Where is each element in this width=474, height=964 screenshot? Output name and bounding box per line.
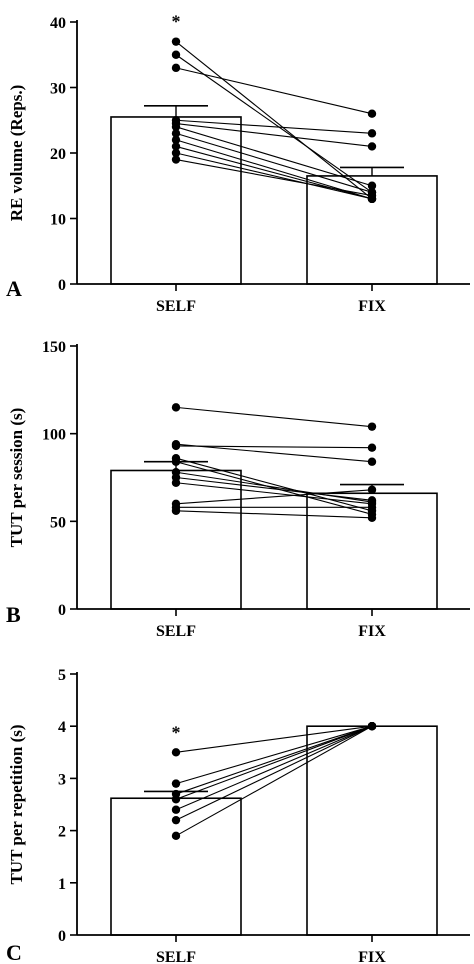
panel-letter: C — [6, 940, 22, 964]
data-point-fix — [367, 513, 377, 523]
y-tick-label: 4 — [58, 719, 66, 736]
y-axis-title: RE volume (Reps.) — [7, 85, 26, 221]
data-point-self — [171, 129, 181, 138]
subject-line — [175, 406, 373, 428]
subject-line — [175, 476, 373, 501]
data-point-fix — [367, 485, 377, 494]
subject-line — [175, 54, 373, 193]
y-tick-label: 3 — [58, 771, 66, 788]
data-point-self — [171, 506, 181, 516]
subject-line — [175, 725, 373, 837]
subject-line — [175, 482, 373, 505]
subject-line — [175, 725, 373, 811]
subject-line — [175, 489, 373, 505]
data-point-self — [171, 815, 181, 825]
data-point-fix — [367, 503, 377, 512]
data-point-self — [171, 135, 181, 145]
y-tick-label: 150 — [42, 339, 66, 356]
x-tick-label: SELF — [156, 949, 196, 964]
subject-line — [175, 41, 373, 200]
x-tick-label: FIX — [358, 949, 386, 964]
subject-line — [175, 126, 373, 187]
y-tick-label: 30 — [50, 81, 66, 98]
data-point-self — [171, 831, 181, 841]
y-tick-label: 20 — [50, 146, 66, 163]
data-point-self — [171, 148, 181, 158]
subject-line — [175, 152, 373, 200]
x-tick-label: SELF — [156, 623, 196, 640]
y-tick-label: 0 — [58, 928, 66, 945]
data-point-self — [171, 37, 181, 46]
panel-letter: A — [6, 276, 22, 301]
data-point-fix — [367, 142, 377, 151]
data-point-self — [171, 478, 181, 487]
subject-line — [175, 132, 373, 193]
subject-line — [175, 725, 373, 800]
data-point-self — [171, 142, 181, 151]
panel-a: 0 10 20 30 40 SELF FIX RE volume (Reps.) A * — [6, 12, 470, 315]
data-point-self — [171, 122, 181, 131]
y-tick-label: 50 — [50, 514, 66, 531]
subject-line — [175, 122, 373, 147]
y-tick-label: 1 — [58, 876, 66, 893]
subject-line — [175, 445, 373, 449]
x-tick-label: FIX — [358, 298, 386, 315]
data-point-self — [171, 441, 181, 451]
subject-line — [175, 119, 373, 134]
data-point-fix — [367, 109, 377, 118]
bar-fix — [306, 725, 438, 936]
subject-line — [175, 725, 373, 753]
y-axis-title: TUT per session (s) — [7, 408, 26, 548]
y-tick-label: 2 — [58, 824, 66, 841]
data-point-fix — [367, 722, 377, 731]
data-point-self — [171, 805, 181, 814]
subject-line — [175, 725, 373, 821]
y-axis-title: TUT per repetition (s) — [7, 724, 26, 884]
data-point-self — [171, 50, 181, 59]
subject-line — [175, 67, 373, 115]
data-point-self — [171, 748, 181, 757]
subject-line — [175, 471, 373, 503]
data-point-fix — [367, 129, 377, 138]
subject-line — [175, 443, 373, 463]
y-tick-label: 5 — [58, 667, 66, 684]
data-point-self — [171, 457, 181, 466]
subject-line — [175, 725, 373, 785]
x-tick-label: FIX — [358, 623, 386, 640]
subject-line — [175, 457, 373, 512]
panel-letter: B — [6, 602, 21, 627]
y-tick-label: 0 — [58, 277, 66, 294]
data-point-fix — [367, 181, 377, 190]
panel-b: 0 50 100 150 SELF FIX TUT per session (s) B — [6, 339, 470, 640]
data-point-self — [171, 779, 181, 788]
data-point-fix — [367, 422, 377, 431]
data-point-self — [171, 795, 181, 804]
subject-line — [175, 510, 373, 519]
data-point-fix — [367, 457, 377, 466]
subject-line — [175, 159, 373, 197]
significance-marker: * — [172, 12, 181, 32]
y-tick-label: 0 — [58, 602, 66, 619]
data-point-fix — [367, 443, 377, 452]
data-point-self — [171, 155, 181, 164]
y-tick-label: 100 — [42, 427, 66, 444]
significance-marker: * — [172, 722, 181, 742]
y-tick-label: 40 — [50, 15, 66, 32]
data-point-fix — [367, 191, 377, 200]
data-point-self — [171, 403, 181, 412]
panel-c: 0 1 2 3 4 5 SELF FIX TUT per repetition (s) C * — [6, 667, 470, 964]
x-tick-label: SELF — [156, 298, 196, 315]
y-tick-label: 10 — [50, 212, 66, 229]
subject-line — [175, 725, 373, 795]
data-point-self — [171, 63, 181, 73]
bar-self — [110, 469, 242, 610]
subject-line — [175, 461, 373, 515]
